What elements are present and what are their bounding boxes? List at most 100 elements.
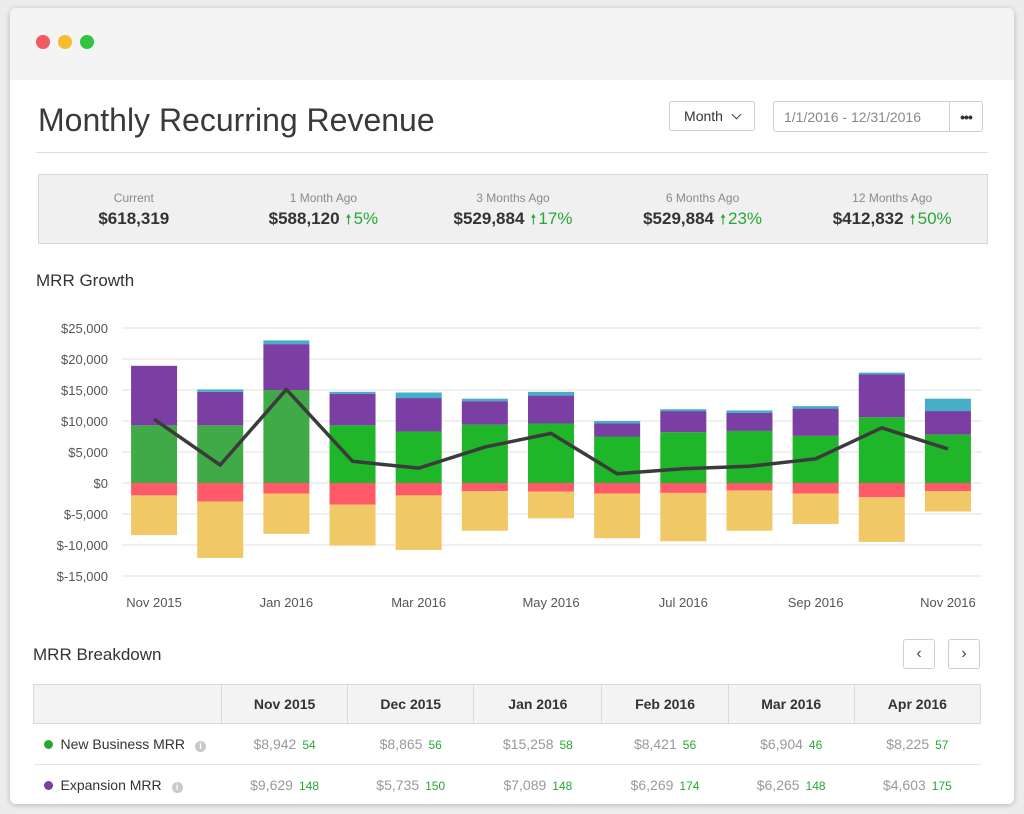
bar-churn	[594, 493, 641, 539]
bar-churn	[924, 491, 971, 512]
value-cell: $4,603 175	[854, 764, 981, 804]
bar-contraction	[395, 483, 442, 496]
maximize-window-button[interactable]	[80, 35, 94, 49]
bar-expansion	[792, 408, 839, 436]
previous-page-button[interactable]: ‹	[903, 639, 935, 669]
bar-reactivation	[528, 391, 574, 396]
bar-contraction	[461, 483, 508, 492]
customer-count: 54	[302, 738, 316, 752]
bar-contraction	[726, 483, 773, 491]
column-header: Dec 2015	[347, 684, 475, 724]
bar-contraction	[197, 483, 244, 502]
bar-new-business	[329, 425, 376, 483]
more-options-button[interactable]: •••	[949, 102, 982, 131]
period-select[interactable]: Month	[669, 101, 755, 131]
stat-12-months-ago: 12 Months Ago $412,832 🠕 50%	[797, 175, 987, 243]
bar-contraction	[131, 483, 178, 496]
bar-contraction	[329, 483, 376, 505]
mrr-breakdown-table: Nov 2015 Dec 2015 Jan 2016 Feb 2016 Mar …	[33, 684, 982, 804]
stat-change: 17%	[538, 209, 573, 228]
bar-new-business	[660, 432, 707, 483]
y-tick-label: $-15,000	[57, 569, 108, 584]
period-select-value: Month	[684, 108, 723, 124]
bar-reactivation	[461, 398, 508, 402]
mrr-amount: $6,269	[630, 777, 674, 793]
bar-new-business	[726, 430, 773, 483]
minimize-window-button[interactable]	[58, 35, 72, 49]
stat-change: 5%	[353, 209, 379, 228]
mrr-amount: $15,258	[502, 736, 554, 752]
legend-dot	[43, 781, 53, 790]
bar-reactivation	[197, 389, 244, 392]
stat-label: 6 Months Ago	[665, 191, 740, 205]
value-cell: $6,269 174	[601, 764, 729, 804]
close-window-button[interactable]	[36, 35, 50, 49]
mrr-amount: $9,629	[250, 777, 293, 793]
mrr-amount: $6,904	[760, 736, 803, 752]
bar-reactivation	[594, 421, 641, 424]
bar-reactivation	[263, 340, 310, 345]
mrr-amount: $8,942	[253, 736, 297, 752]
bar-expansion	[329, 393, 376, 426]
bar-new-business	[395, 431, 442, 483]
x-tick-label: Jul 2016	[659, 595, 708, 610]
mrr-amount: $8,865	[379, 736, 423, 752]
bar-expansion	[461, 401, 508, 425]
date-range-picker: •••	[773, 101, 983, 132]
mrr-amount: $8,421	[633, 736, 677, 752]
column-header: Apr 2016	[853, 684, 982, 724]
bar-new-business	[594, 436, 641, 483]
stat-value: $412,832	[832, 209, 904, 228]
stat-change: 23%	[728, 209, 763, 228]
bar-contraction	[263, 483, 310, 494]
next-page-button[interactable]: ›	[948, 639, 980, 669]
arrow-up-icon: 🠕	[720, 211, 727, 227]
customer-count: 57	[935, 738, 949, 752]
y-tick-label: $-5,000	[64, 507, 108, 522]
metric-label: Expansion MRR	[60, 777, 162, 793]
bar-reactivation	[395, 392, 442, 399]
table-row: New Business MRR i $8,942 54 $8,865 56 $15,258…	[33, 723, 981, 765]
net-mrr-line	[153, 387, 949, 476]
column-header: Jan 2016	[473, 684, 603, 724]
mrr-growth-title: MRR Growth	[36, 271, 135, 290]
bar-contraction	[660, 483, 707, 493]
metric-cell: New Business MRR i	[33, 723, 222, 765]
bar-new-business	[461, 424, 508, 483]
info-icon[interactable]: i	[194, 741, 206, 752]
bar-expansion	[131, 365, 178, 426]
metric-cell: Expansion MRR i	[33, 764, 222, 804]
arrow-up-icon: 🠕	[345, 211, 352, 227]
customer-count: 56	[682, 738, 697, 752]
stat-1-month-ago: 1 Month Ago $588,120 🠕 5%	[229, 175, 419, 243]
title-bar	[10, 8, 1014, 80]
bar-new-business	[263, 390, 310, 483]
bar-expansion	[660, 411, 707, 433]
bar-contraction	[858, 483, 905, 498]
customer-count: 56	[428, 738, 442, 752]
bar-expansion	[924, 411, 971, 435]
bar-expansion	[858, 374, 905, 418]
stat-label: Current	[113, 191, 154, 205]
bar-reactivation	[858, 372, 905, 375]
bar-contraction	[594, 483, 641, 494]
column-header: Mar 2016	[727, 684, 855, 724]
mrr-breakdown-title: MRR Breakdown	[33, 645, 162, 664]
legend-dot	[43, 740, 53, 749]
value-cell: $5,735 150	[347, 764, 474, 804]
bar-expansion	[197, 391, 244, 426]
stats-summary: Current $618,319 1 Month Ago $588,120 🠕 5%…	[38, 174, 988, 244]
bar-churn	[329, 504, 376, 546]
value-cell: $8,225 57	[854, 723, 981, 765]
bar-reactivation	[660, 409, 707, 412]
bar-expansion	[395, 398, 442, 432]
bar-churn	[197, 501, 244, 559]
info-icon[interactable]: i	[171, 782, 183, 793]
bar-contraction	[924, 483, 971, 492]
date-range-input[interactable]	[774, 102, 951, 131]
bar-churn	[660, 492, 707, 542]
y-tick-label: $10,000	[61, 414, 108, 429]
bar-new-business	[924, 434, 971, 483]
column-header: Nov 2015	[220, 684, 349, 724]
stat-3-months-ago: 3 Months Ago $529,884 🠕 17%	[418, 175, 608, 243]
